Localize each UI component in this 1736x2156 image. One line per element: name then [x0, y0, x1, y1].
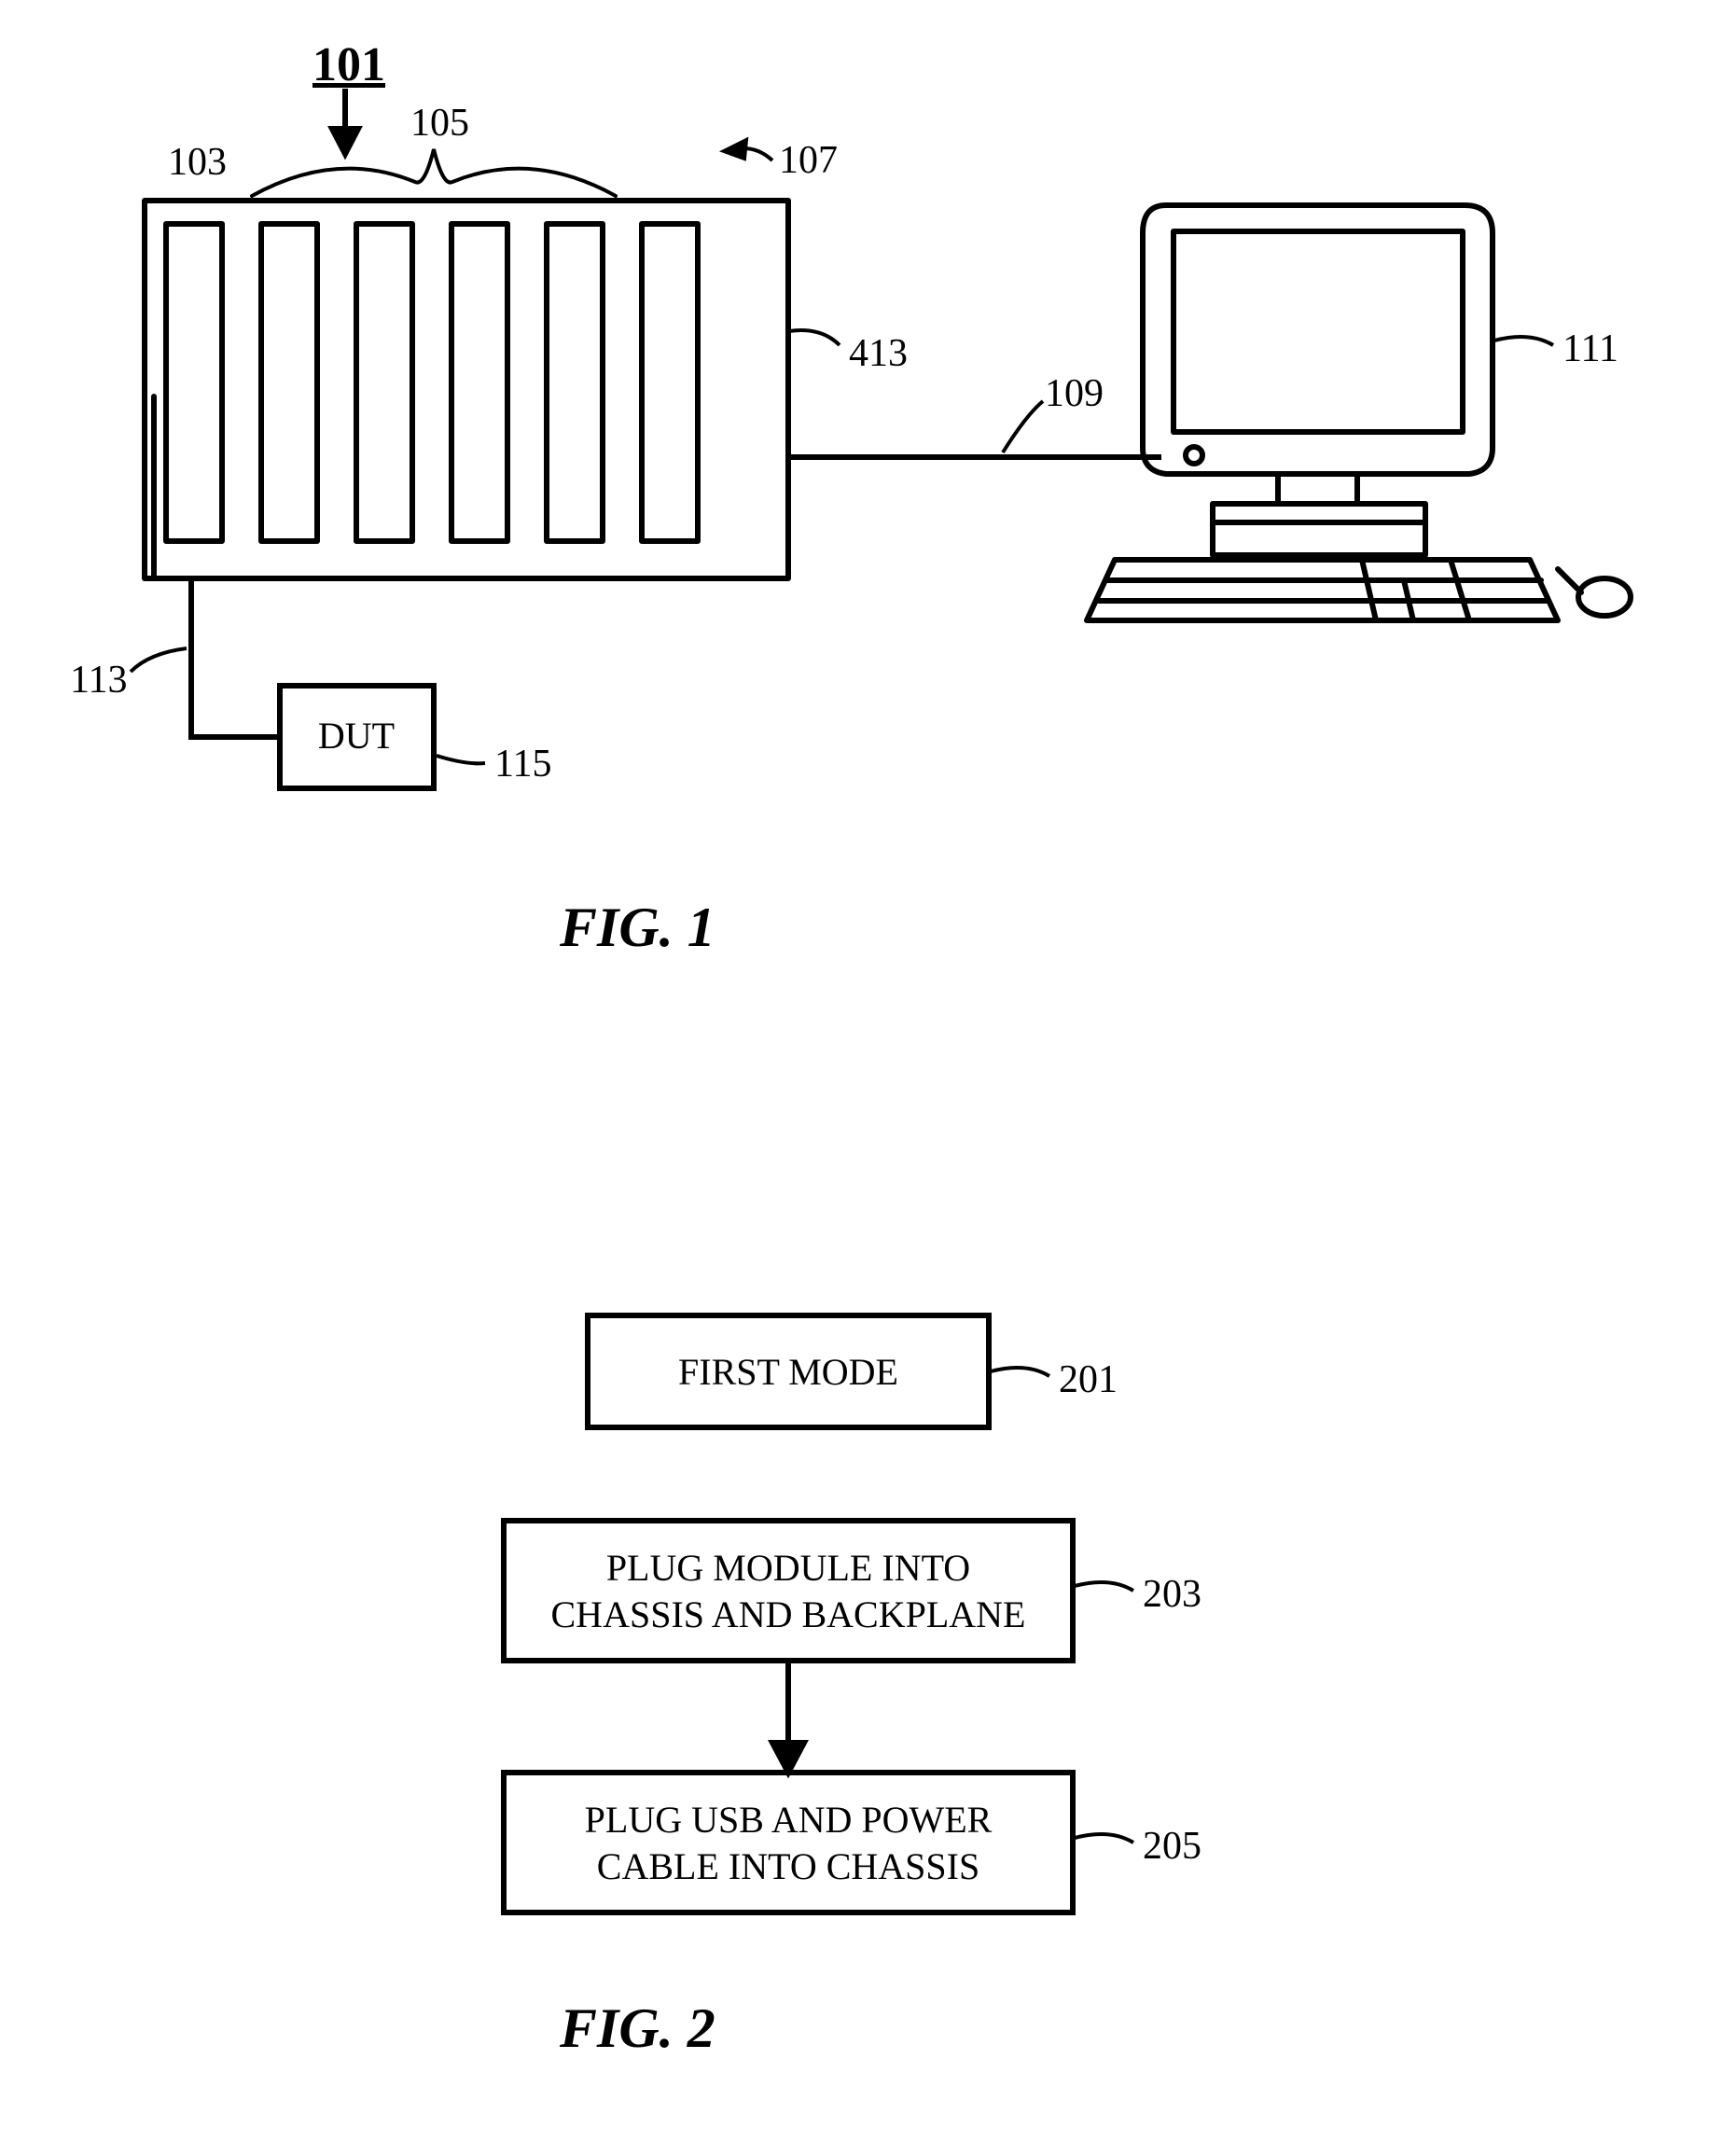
box-203-text-l2: CHASSIS AND BACKPLANE	[551, 1593, 1026, 1635]
box-201-text: FIRST MODE	[678, 1351, 898, 1393]
box-205-text-l2: CABLE INTO CHASSIS	[597, 1845, 979, 1887]
ref-413: 413	[849, 331, 908, 376]
fig2-caption: FIG. 2	[560, 1996, 715, 2061]
dut-label: DUT	[318, 715, 395, 757]
ref-111: 111	[1562, 327, 1618, 371]
ref-203: 203	[1143, 1572, 1201, 1617]
ref-105: 105	[410, 101, 469, 146]
fig1-caption: FIG. 1	[560, 896, 715, 960]
ref-107: 107	[779, 138, 838, 183]
fig2-flowchart: FIRST MODE PLUG MODULE INTO CHASSIS AND …	[0, 1120, 1736, 2146]
ref-201: 201	[1059, 1357, 1118, 1402]
ref-113: 113	[70, 658, 127, 702]
box-205	[504, 1773, 1073, 1913]
ref-205: 205	[1143, 1824, 1201, 1869]
box-205-text-l1: PLUG USB AND POWER	[585, 1799, 993, 1841]
ref-101: 101	[312, 37, 385, 92]
fig1-diagram: DUT	[0, 0, 1736, 933]
box-203-text-l1: PLUG MODULE INTO	[606, 1547, 970, 1589]
ref-115: 115	[494, 742, 551, 786]
box-203	[504, 1521, 1073, 1661]
ref-103: 103	[168, 140, 227, 185]
ref-109: 109	[1045, 371, 1104, 416]
